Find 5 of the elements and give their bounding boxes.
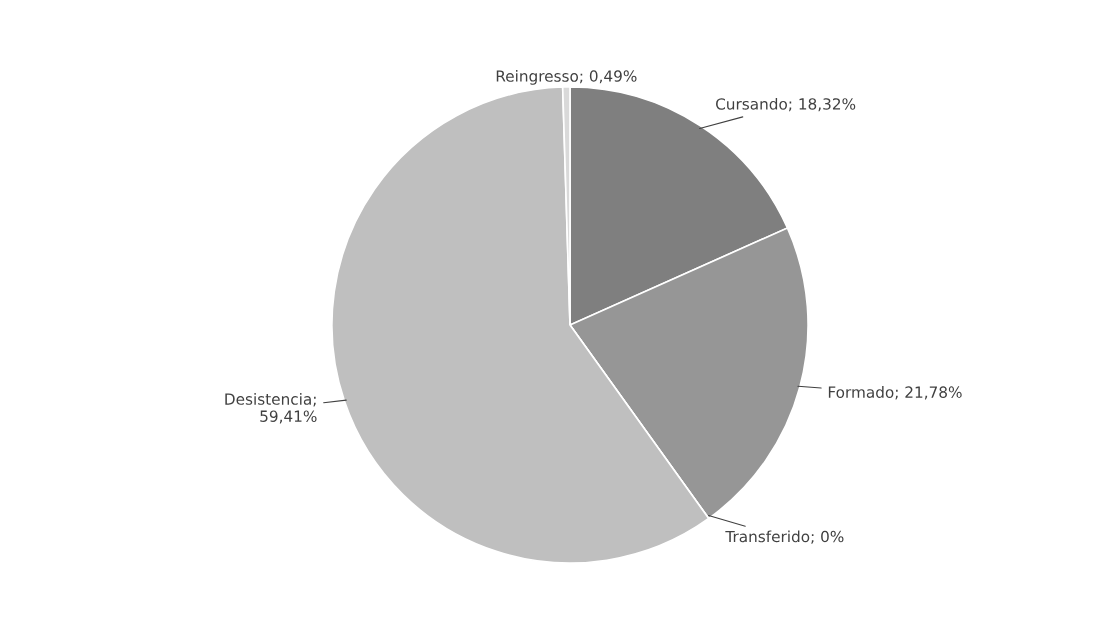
slice-label: Formado; 21,78% — [828, 386, 962, 400]
slice-label: Cursando; 18,32% — [716, 97, 856, 112]
slice-label: Reingresso; 0,49% — [496, 69, 637, 85]
legend-label: Transferido; 0% — [725, 530, 844, 544]
slice-label: Desistencia; 59,41% — [225, 393, 317, 424]
